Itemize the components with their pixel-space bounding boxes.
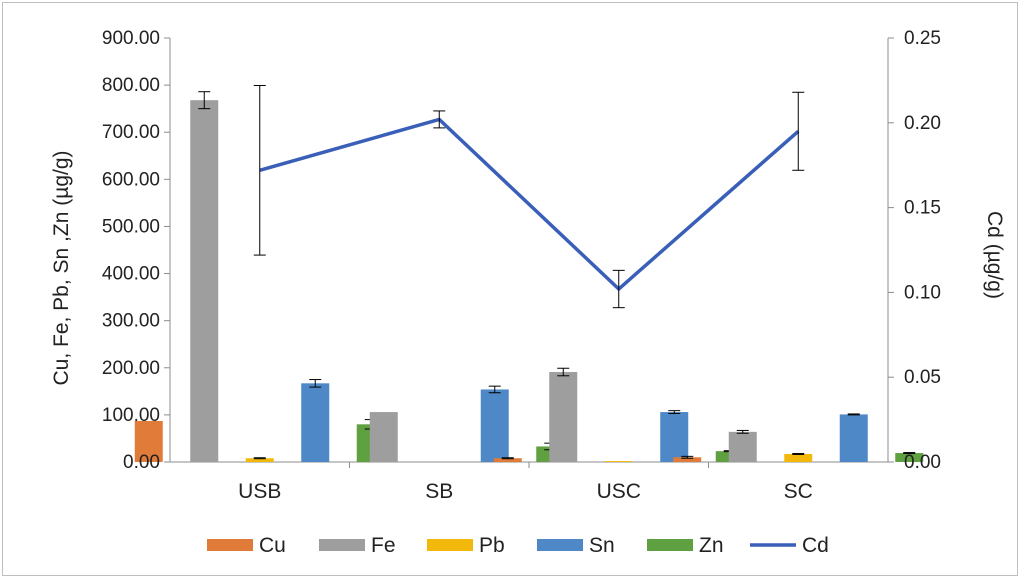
legend-label: Cd — [802, 534, 829, 557]
legend-label: Pb — [479, 534, 505, 557]
y-tick-label: 700.00 — [102, 122, 160, 143]
legend-swatch-zn — [647, 539, 693, 551]
bar-sn — [301, 383, 330, 462]
y-tick-label: 800.00 — [102, 75, 160, 96]
legend-label: Sn — [589, 534, 615, 557]
y-tick-label: 300.00 — [102, 311, 160, 332]
y2-tick-label: 0.05 — [904, 367, 941, 388]
bar-pb — [784, 453, 813, 462]
bar-fe — [190, 100, 219, 462]
bar-sn — [480, 389, 509, 462]
bar-sn — [839, 414, 868, 462]
x-category-label: SC — [784, 480, 813, 503]
y-tick-label: 200.00 — [102, 358, 160, 379]
x-category-label: USC — [597, 480, 641, 503]
y-tick-label: 0.00 — [123, 452, 160, 473]
legend-label: Zn — [699, 534, 724, 557]
y2-tick-label: 0.10 — [904, 282, 941, 303]
bar-fe — [728, 431, 757, 462]
bar-fe — [549, 372, 578, 462]
bar-pb — [604, 461, 633, 462]
legend-swatch-cu — [207, 539, 253, 551]
y-tick-label: 600.00 — [102, 169, 160, 190]
legend-label: Cu — [259, 534, 286, 557]
axes — [164, 37, 894, 468]
tick-labels: 0.00 100.00 200.00 300.00 400.00 500.00 600.00… — [102, 28, 941, 503]
bar-cu — [493, 458, 522, 462]
x-category-label: USB — [238, 480, 281, 503]
legend-swatch-fe — [319, 539, 365, 551]
y2-tick-label: 0.00 — [904, 452, 941, 473]
y2-tick-label: 0.25 — [904, 28, 941, 49]
cd-line — [259, 117, 800, 291]
y-axis-title: Cu, Fe, Pb, Sn ,Zn (µg/g) — [50, 150, 73, 385]
legend-label: Fe — [371, 534, 396, 557]
bar-zn — [895, 453, 924, 462]
bar-fe — [369, 412, 398, 462]
bar-cu — [134, 421, 163, 462]
y2-tick-label: 0.20 — [904, 113, 941, 134]
y-tick-label: 500.00 — [102, 216, 160, 237]
bars — [134, 91, 924, 462]
y-tick-label: 900.00 — [102, 28, 160, 49]
y2-tick-label: 0.15 — [904, 198, 941, 219]
cd-line-layer — [253, 84, 805, 309]
y2-axis-title: Cd (µg/g) — [983, 211, 1006, 299]
bar-sn — [660, 412, 689, 462]
legend-swatch-pb — [427, 539, 473, 551]
bar-pb — [245, 458, 274, 462]
y-tick-label: 100.00 — [102, 405, 160, 426]
y-tick-label: 400.00 — [102, 264, 160, 285]
x-category-label: SB — [425, 480, 453, 503]
bar-cu — [673, 457, 702, 462]
legend: Cu Fe Pb Sn Zn Cd — [207, 534, 829, 557]
legend-swatch-sn — [537, 539, 583, 551]
